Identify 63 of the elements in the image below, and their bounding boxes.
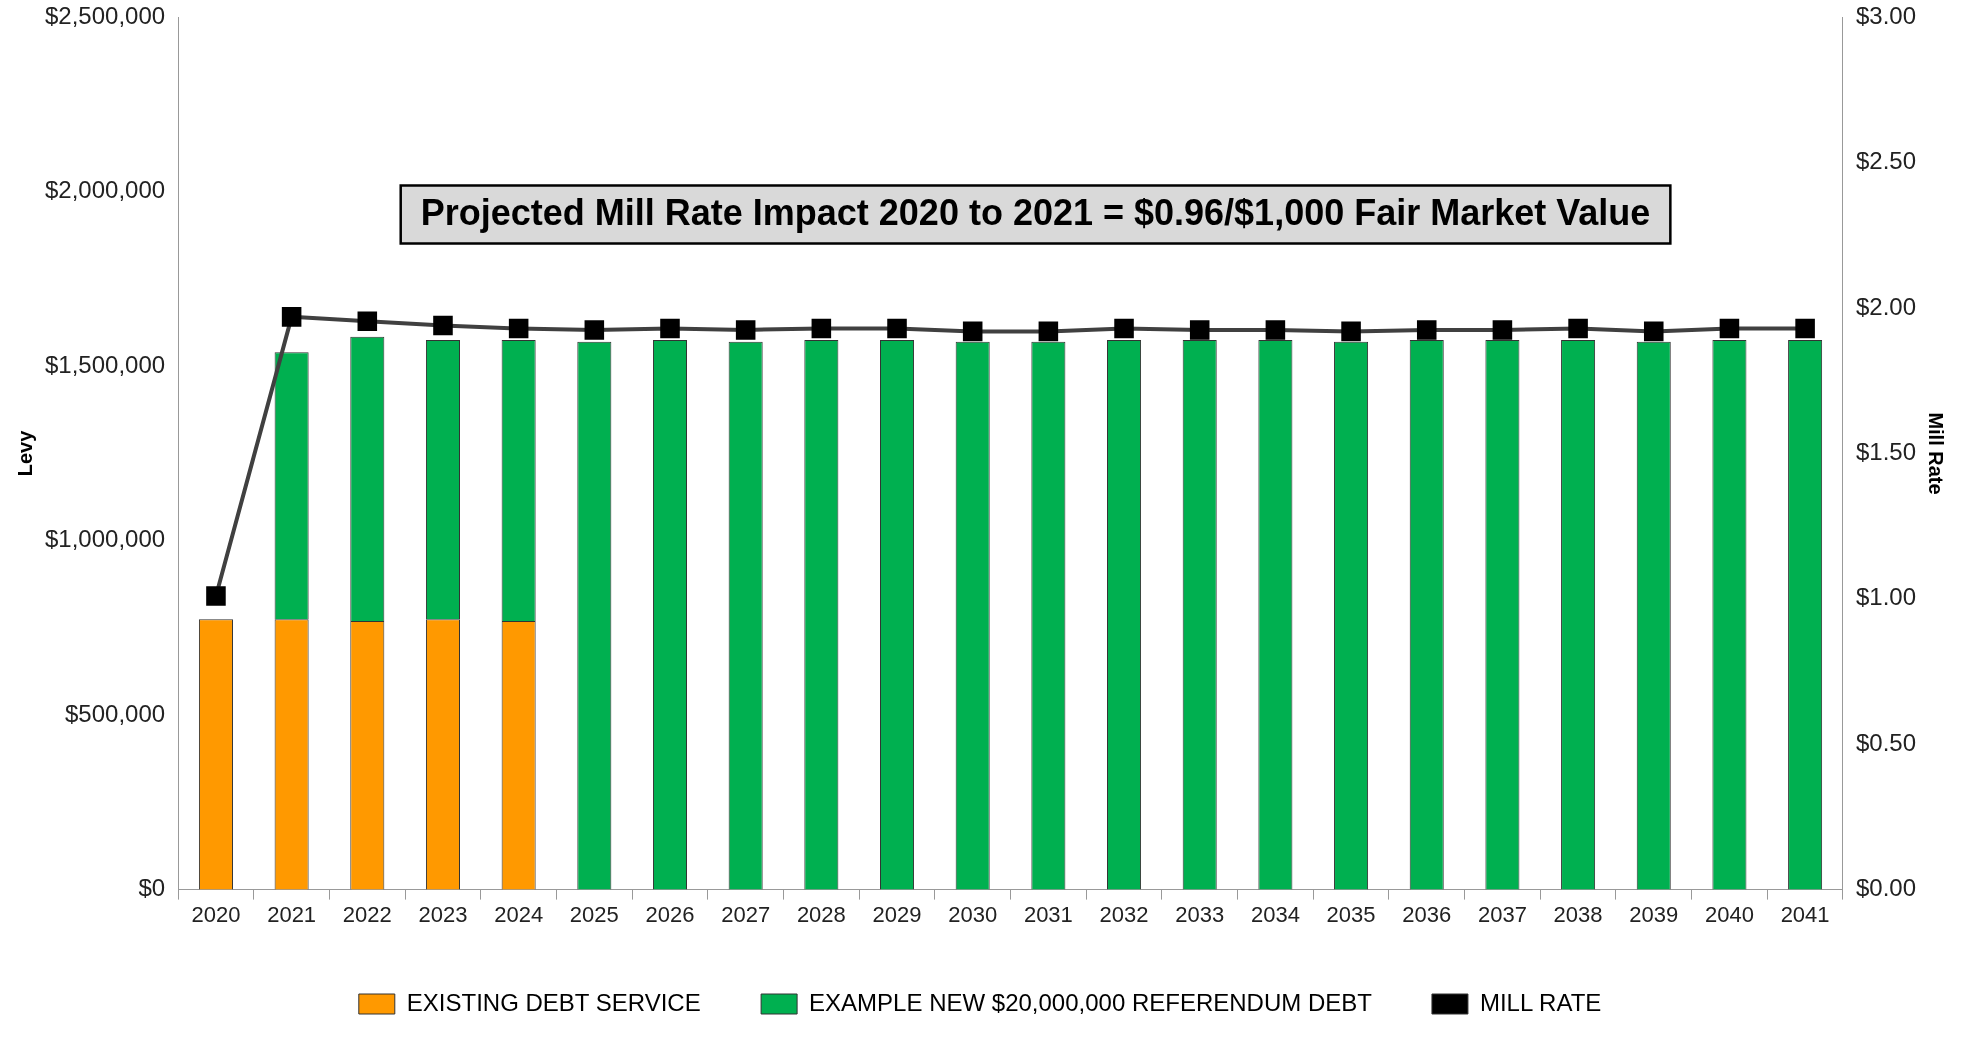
x-tick-label: 2041	[1780, 901, 1830, 927]
y2-tick-label: $0.00	[1855, 874, 1916, 902]
x-tick-label: 2028	[796, 901, 846, 927]
point	[281, 307, 302, 327]
point	[1189, 320, 1210, 340]
point	[1719, 318, 1740, 339]
y-tick-label: $0	[138, 874, 166, 902]
annotation: Projected Mill Rate Impact 2020 to 2021 = $0.96/$1,000 Fair Market Value	[420, 192, 1651, 234]
point	[508, 318, 529, 339]
point	[1038, 321, 1059, 342]
legend-label: MILL RATE	[1479, 988, 1602, 1016]
x-tick-label: 2020	[191, 901, 241, 927]
x-tick-label: 2032	[1099, 901, 1149, 927]
point	[887, 318, 907, 339]
y-tick-label: $1,000,000	[44, 525, 166, 553]
x-tick-label: 2035	[1326, 901, 1376, 927]
legend-label: EXISTING DEBT SERVICE	[406, 988, 701, 1016]
x-tick-label: 2040	[1704, 901, 1754, 927]
point	[811, 318, 832, 339]
x-tick-label: 2027	[721, 901, 771, 927]
x-tick-label: 2021	[267, 901, 317, 927]
y2-axis-title: Mill Rate	[1925, 412, 1948, 495]
point	[1492, 320, 1513, 340]
x-tick-label: 2023	[418, 901, 468, 927]
y2-tick-label: $2.50	[1855, 147, 1916, 175]
x-tick-label: 2037	[1477, 901, 1527, 927]
x-tick-label: 2033	[1175, 901, 1225, 927]
x-tick-label: 2031	[1023, 901, 1073, 927]
point	[584, 320, 605, 340]
x-tick-label: 2025	[569, 901, 619, 927]
point	[433, 315, 453, 336]
y2-tick-label: $2.00	[1855, 292, 1916, 320]
x-tick-label: 2039	[1629, 901, 1679, 927]
point	[357, 311, 378, 331]
y2-tick-label: $0.50	[1855, 728, 1916, 756]
point	[735, 320, 756, 340]
x-tick-label: 2036	[1402, 901, 1452, 927]
x-tick-label: 2030	[948, 901, 998, 927]
point	[1265, 320, 1286, 340]
legend-label: EXAMPLE NEW $20,000,000 REFERENDUM DEBT	[809, 988, 1373, 1016]
x-tick-label: 2034	[1250, 901, 1300, 927]
y2-tick-label: $1.50	[1855, 438, 1916, 466]
y-tick-label: $2,500,000	[44, 2, 166, 30]
y-tick-label: $500,000	[65, 699, 166, 727]
point	[1341, 321, 1361, 342]
point	[1795, 318, 1815, 339]
point	[1643, 321, 1664, 342]
y2-tick-label: $1.00	[1855, 583, 1916, 611]
y2-tick-label: $3.00	[1855, 2, 1916, 30]
point	[660, 318, 680, 339]
x-tick-label: 2024	[494, 901, 544, 927]
x-tick-label: 2022	[342, 901, 392, 927]
point	[1416, 320, 1437, 340]
y-axis-title: Levy	[13, 429, 36, 477]
point	[1114, 318, 1134, 339]
x-tick-label: 2029	[872, 901, 922, 927]
y-tick-label: $1,500,000	[44, 350, 166, 378]
y-tick-label: $2,000,000	[44, 176, 166, 204]
point	[1568, 318, 1588, 339]
point	[962, 321, 983, 342]
x-tick-label: 2038	[1553, 901, 1603, 927]
point	[206, 586, 226, 606]
x-tick-label: 2026	[645, 901, 695, 927]
